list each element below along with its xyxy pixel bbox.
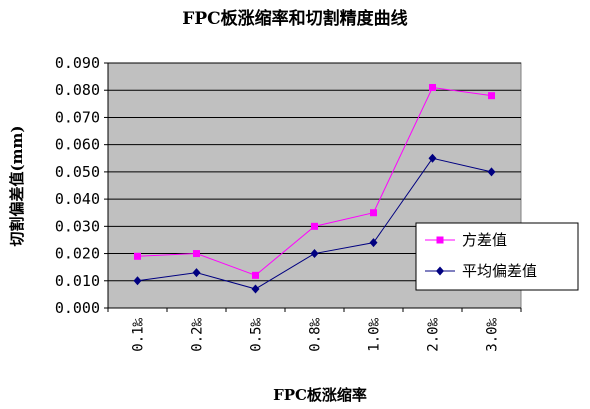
- x-tick-label: 2.0‰: [426, 317, 442, 351]
- data-point: [428, 153, 437, 163]
- data-point: [488, 92, 495, 100]
- x-tick-label: 0.5‰: [249, 317, 265, 351]
- y-tick-label: 0.090: [55, 54, 100, 72]
- data-point: [193, 250, 200, 258]
- data-point: [311, 222, 318, 230]
- data-point: [133, 276, 142, 286]
- x-tick-label: 1.0‰: [367, 317, 383, 351]
- x-tick-label: 0.2‰: [190, 317, 206, 351]
- y-axis-ticks: 0.000 0.010 0.020 0.030 0.040 0.050 0.060 0.070…: [55, 54, 108, 317]
- chart-title: FPC板涨缩率和切割精度曲线: [182, 8, 407, 29]
- x-axis-title: FPC板涨缩率: [273, 386, 367, 404]
- y-tick-label: 0.060: [55, 136, 100, 154]
- y-tick-label: 0.020: [55, 245, 100, 263]
- data-point: [134, 252, 141, 260]
- y-tick-label: 0.030: [55, 217, 100, 235]
- data-point: [192, 268, 201, 278]
- legend-box: [415, 222, 579, 291]
- data-point: [370, 209, 377, 217]
- x-tick-label: 0.8‰: [308, 317, 324, 351]
- legend-label: 方差值: [462, 231, 507, 249]
- y-tick-label: 0.040: [55, 190, 100, 208]
- data-point: [310, 249, 319, 259]
- legend-label: 平均偏差值: [462, 262, 537, 280]
- legend-marker: [436, 266, 444, 276]
- series-group: [133, 84, 496, 294]
- data-point: [369, 238, 378, 248]
- y-tick-label: 0.050: [55, 163, 100, 181]
- y-tick-label: 0.010: [55, 272, 100, 290]
- x-tick-label: 0.1‰: [131, 317, 147, 351]
- y-axis-title: 切割偏差值(mm): [8, 126, 26, 247]
- data-point: [251, 284, 260, 294]
- legend-marker: [436, 236, 444, 244]
- data-point: [429, 84, 436, 91]
- y-tick-label: 0.080: [55, 81, 100, 99]
- data-point: [252, 271, 259, 279]
- y-tick-label: 0.000: [55, 299, 100, 317]
- y-tick-label: 0.070: [55, 108, 100, 126]
- x-axis-ticks: 0.1‰ 0.2‰ 0.5‰ 0.8‰ 1.0‰ 2.0‰ 3.0‰: [107, 308, 522, 352]
- x-tick-label: 3.0‰: [485, 317, 501, 351]
- data-point: [487, 167, 496, 177]
